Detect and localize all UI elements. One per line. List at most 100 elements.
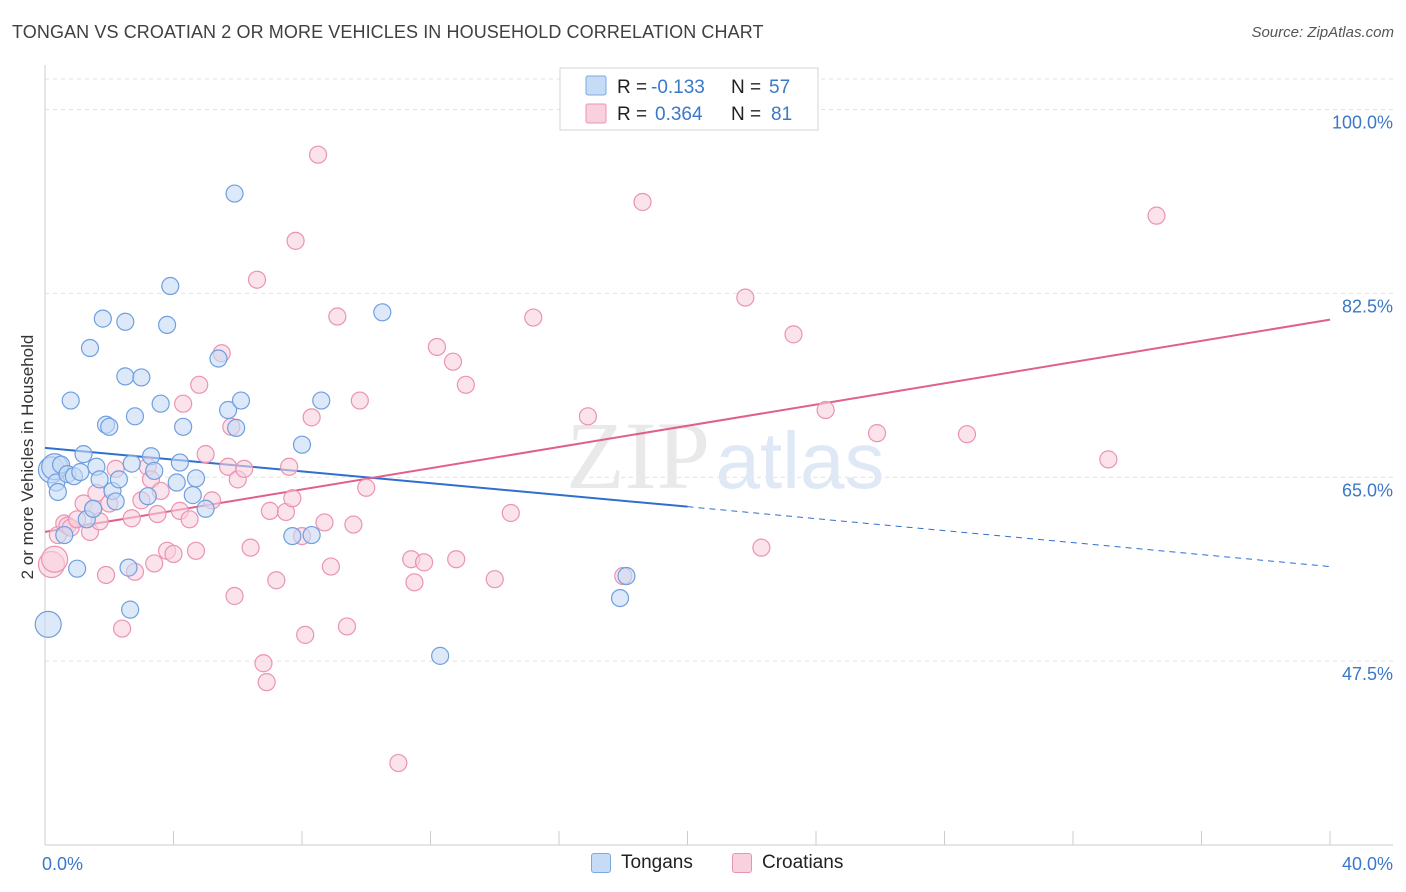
data-point-croatians <box>501 503 520 523</box>
data-point-croatians <box>957 425 977 444</box>
stats-legend: R = -0.133 N = 57 R = 0.364 N = 81 <box>559 67 819 131</box>
data-point-croatians <box>344 515 363 534</box>
data-point-croatians <box>357 478 376 497</box>
data-point-croatians <box>112 619 132 638</box>
data-point-croatians <box>148 504 167 524</box>
data-point-croatians <box>145 554 164 573</box>
data-point-croatians <box>308 145 328 164</box>
source-credit: Source: ZipAtlas.com <box>1251 24 1394 41</box>
y-tick-label: 65.0% <box>1342 480 1393 500</box>
data-point-tongans <box>170 453 190 472</box>
data-point-tongans <box>174 417 193 436</box>
data-point-tongans <box>373 303 392 322</box>
data-point-croatians <box>96 565 116 585</box>
axes <box>44 65 1393 846</box>
data-point-croatians <box>196 445 215 464</box>
data-point-tongans <box>167 473 186 492</box>
x-tick-label: 0.0% <box>42 854 83 874</box>
legend-item-tongans[interactable]: Tongans <box>591 852 693 874</box>
data-point-tongans <box>292 435 312 454</box>
data-point-tongans <box>109 470 128 489</box>
data-point-tongans <box>225 184 244 203</box>
y-tick-labels: 47.5% 65.0% 82.5% 100.0% <box>1332 113 1393 685</box>
data-point-tongans <box>302 525 321 545</box>
data-point-tongans <box>312 391 331 410</box>
data-point-tongans <box>283 526 302 546</box>
data-point-croatians <box>164 544 183 564</box>
y-tick-label: 100.0% <box>1332 113 1393 133</box>
data-point-tongans <box>74 445 93 464</box>
chart-title: TONGAN VS CROATIAN 2 OR MORE VEHICLES IN… <box>12 22 764 42</box>
trend-extension-tongans <box>687 506 1331 568</box>
data-point-croatians <box>633 192 652 212</box>
legend-r-value-croatians: 0.364 <box>655 104 703 125</box>
data-point-croatians <box>350 391 369 410</box>
data-point-tongans <box>93 309 112 328</box>
data-point-tongans <box>196 499 215 518</box>
data-point-tongans <box>186 469 206 488</box>
data-point-croatians <box>190 375 209 394</box>
data-point-croatians <box>321 557 341 576</box>
data-point-tongans <box>125 407 145 426</box>
data-point-croatians <box>578 407 598 426</box>
data-point-croatians <box>267 571 286 590</box>
data-point-tongans <box>145 461 164 481</box>
data-point-croatians <box>736 288 755 307</box>
data-point-croatians <box>180 510 199 529</box>
data-point-croatians <box>389 753 408 773</box>
data-point-croatians <box>247 270 267 289</box>
legend-n-label-croatians: N = <box>731 104 761 125</box>
data-point-tongans <box>90 470 109 489</box>
legend-n-label-tongans: N = <box>731 77 761 98</box>
data-point-croatians <box>174 394 193 413</box>
data-point-tongans <box>106 492 125 511</box>
data-point-croatians <box>283 489 302 508</box>
data-point-tongans <box>157 315 177 335</box>
data-point-tongans <box>122 454 141 473</box>
legend-r-label-croatians: R = <box>617 104 647 125</box>
series-legend: Tongans Croatians <box>0 852 1406 878</box>
data-points <box>34 145 1166 773</box>
x-tick-labels: 0.0% 40.0% <box>42 854 1393 874</box>
data-point-croatians <box>524 308 543 327</box>
data-point-croatians <box>286 231 305 250</box>
data-point-croatians <box>235 459 254 478</box>
data-point-croatians <box>867 424 887 443</box>
legend-item-croatians[interactable]: Croatians <box>732 852 843 874</box>
data-point-tongans <box>121 600 140 619</box>
data-point-tongans <box>84 499 103 518</box>
data-point-tongans <box>138 487 157 506</box>
data-point-croatians <box>186 541 206 560</box>
legend-swatch-croatians-bottom <box>732 853 752 873</box>
data-point-tongans <box>227 418 246 437</box>
legend-r-value-tongans: -0.133 <box>651 77 705 98</box>
watermark: ZIP atlas <box>566 402 884 509</box>
data-point-croatians <box>752 538 771 557</box>
legend-swatch-croatians <box>585 103 607 124</box>
data-point-tongans <box>100 417 119 436</box>
y-axis-title: 2 or more Vehicles in Household <box>18 335 37 580</box>
data-point-croatians <box>1099 450 1118 469</box>
data-point-tongans <box>183 486 202 505</box>
watermark-atlas: atlas <box>716 416 885 505</box>
legend-n-value-croatians: 81 <box>771 104 792 125</box>
data-point-tongans <box>431 646 450 665</box>
data-point-tongans <box>61 391 80 410</box>
data-point-tongans <box>34 610 62 638</box>
data-point-croatians <box>280 457 299 476</box>
trend-line-croatians <box>44 318 1331 533</box>
data-point-croatians <box>315 513 334 532</box>
data-point-croatians <box>225 586 244 606</box>
data-point-croatians <box>485 570 504 589</box>
data-point-tongans <box>161 276 180 296</box>
gridlines <box>45 78 1393 662</box>
legend-swatch-tongans-bottom <box>591 853 611 873</box>
data-point-tongans <box>219 400 238 420</box>
legend-r-label-tongans: R = <box>617 77 647 98</box>
data-point-tongans <box>209 349 228 368</box>
legend-swatch-tongans <box>585 75 607 96</box>
x-tick-label: 40.0% <box>1342 854 1393 874</box>
data-point-croatians <box>1147 206 1166 225</box>
legend-label-tongans: Tongans <box>621 852 693 873</box>
data-point-croatians <box>456 375 475 394</box>
